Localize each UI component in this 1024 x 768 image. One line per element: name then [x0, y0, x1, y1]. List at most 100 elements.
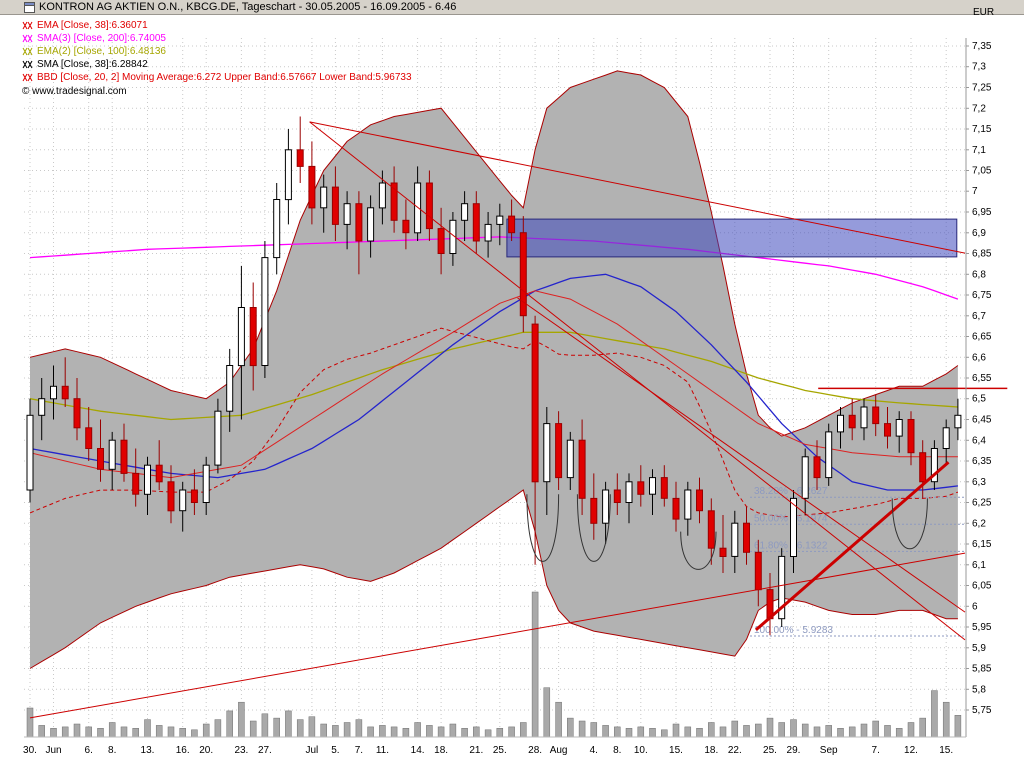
legend-item-ema100[interactable]: EMA(2) [Close, 100]:6.48136 — [22, 45, 412, 58]
legend-item-ema38[interactable]: EMA [Close, 38]:6.36071 — [22, 19, 412, 32]
svg-text:Aug: Aug — [550, 745, 568, 756]
svg-text:16.: 16. — [176, 745, 190, 756]
svg-text:6,65: 6,65 — [972, 332, 992, 343]
svg-text:5,95: 5,95 — [972, 622, 992, 633]
svg-text:7,15: 7,15 — [972, 124, 992, 135]
svg-text:7,2: 7,2 — [972, 103, 986, 114]
trend-lines — [29, 121, 1008, 719]
svg-text:Jul: Jul — [306, 745, 319, 756]
svg-text:10.: 10. — [634, 745, 648, 756]
svg-text:6,2: 6,2 — [972, 518, 986, 529]
svg-text:Sep: Sep — [820, 745, 838, 756]
bollinger-band — [29, 70, 959, 669]
legend-label: EMA(2) [Close, 100]:6.48136 — [37, 46, 166, 57]
svg-text:5,85: 5,85 — [972, 664, 992, 675]
svg-text:6,95: 6,95 — [972, 207, 992, 218]
svg-text:8.: 8. — [613, 745, 621, 756]
svg-text:5,75: 5,75 — [972, 705, 992, 716]
svg-text:5,8: 5,8 — [972, 684, 986, 695]
svg-text:6: 6 — [972, 601, 978, 612]
svg-text:22.: 22. — [728, 745, 742, 756]
svg-text:6,3: 6,3 — [972, 477, 986, 488]
svg-text:25.: 25. — [763, 745, 777, 756]
svg-text:14.: 14. — [411, 745, 425, 756]
svg-text:7.: 7. — [355, 745, 363, 756]
svg-text:6,55: 6,55 — [972, 373, 992, 384]
indicator-icon — [22, 34, 34, 43]
svg-text:6,05: 6,05 — [972, 581, 992, 592]
svg-text:6.: 6. — [85, 745, 93, 756]
y-axis: 7,35 7,3 7,25 7,2 7,15 7,1 7,05 7 6,95 6,9 6,85 6,8… — [24, 38, 992, 738]
window-titlebar: KONTRON AG AKTIEN O.N., KBCG.DE, Tagesch… — [0, 0, 1024, 15]
svg-text:6,1: 6,1 — [972, 560, 986, 571]
svg-text:6,6: 6,6 — [972, 352, 986, 363]
currency-label: EUR — [973, 7, 995, 18]
svg-text:23.: 23. — [234, 745, 248, 756]
svg-text:5,9: 5,9 — [972, 643, 986, 654]
svg-text:6,7: 6,7 — [972, 311, 986, 322]
svg-text:6,85: 6,85 — [972, 249, 992, 260]
window-title: KONTRON AG AKTIEN O.N., KBCG.DE, Tagesch… — [39, 1, 457, 13]
candles-layer — [26, 116, 962, 636]
legend-label: SMA [Close, 38]:6.28842 — [37, 59, 148, 70]
volume-bars — [26, 591, 962, 738]
legend-label: BBD [Close, 20, 2] Moving Average:6.272 … — [37, 72, 412, 83]
legend-item-bbd[interactable]: BBD [Close, 20, 2] Moving Average:6.272 … — [22, 71, 412, 84]
svg-text:7,05: 7,05 — [972, 166, 992, 177]
chart-window-icon — [24, 1, 35, 13]
svg-text:5.: 5. — [331, 745, 339, 756]
svg-text:7,1: 7,1 — [972, 145, 986, 156]
svg-text:4.: 4. — [590, 745, 598, 756]
legend-item-sma38[interactable]: SMA [Close, 38]:6.28842 — [22, 58, 412, 71]
svg-text:21.: 21. — [469, 745, 483, 756]
svg-text:28.: 28. — [528, 745, 542, 756]
svg-text:13.: 13. — [141, 745, 155, 756]
svg-text:7.: 7. — [872, 745, 880, 756]
x-axis: 30. Jun 6. 8. 13. 16. 20. 23. 27. Jul 5. 7. 11. 14. 18… — [23, 745, 953, 756]
svg-text:6,8: 6,8 — [972, 269, 986, 280]
svg-text:20.: 20. — [199, 745, 213, 756]
svg-text:7,35: 7,35 — [972, 41, 992, 52]
annotation-arcs — [526, 494, 928, 570]
svg-text:15.: 15. — [939, 745, 953, 756]
svg-text:6,4: 6,4 — [972, 435, 986, 446]
svg-text:27.: 27. — [258, 745, 272, 756]
svg-text:18.: 18. — [704, 745, 718, 756]
indicator-icon — [22, 73, 34, 82]
svg-text:100.00% - 5.9283: 100.00% - 5.9283 — [754, 625, 833, 636]
sma200-line — [29, 236, 959, 300]
svg-text:8.: 8. — [108, 745, 116, 756]
indicator-legend: EMA [Close, 38]:6.36071 SMA(3) [Close, 2… — [22, 19, 412, 99]
indicator-icon — [22, 21, 34, 30]
svg-text:12.: 12. — [904, 745, 918, 756]
ema38-line — [29, 290, 958, 479]
ma-lines — [29, 236, 959, 518]
copyright-label: © www.tradesignal.com — [22, 86, 127, 97]
indicator-icon — [22, 47, 34, 56]
svg-text:6,25: 6,25 — [972, 498, 992, 509]
legend-item-sma200[interactable]: SMA(3) [Close, 200]:6.74005 — [22, 32, 412, 45]
svg-text:29.: 29. — [787, 745, 801, 756]
svg-text:7,25: 7,25 — [972, 83, 992, 94]
svg-text:15.: 15. — [669, 745, 683, 756]
svg-text:7: 7 — [972, 186, 978, 197]
svg-text:7,3: 7,3 — [972, 62, 986, 73]
svg-text:6,5: 6,5 — [972, 394, 986, 405]
resistance-zone — [506, 218, 958, 258]
svg-text:30.: 30. — [23, 745, 37, 756]
indicator-icon — [22, 60, 34, 69]
svg-text:38.20% - 6.2627: 38.20% - 6.2627 — [754, 486, 828, 497]
svg-text:25.: 25. — [493, 745, 507, 756]
svg-text:6,35: 6,35 — [972, 456, 992, 467]
legend-label: SMA(3) [Close, 200]:6.74005 — [37, 33, 166, 44]
svg-text:6,9: 6,9 — [972, 228, 986, 239]
svg-text:6,45: 6,45 — [972, 415, 992, 426]
svg-text:18.: 18. — [434, 745, 448, 756]
svg-text:Jun: Jun — [45, 745, 61, 756]
svg-text:11.: 11. — [376, 745, 389, 756]
legend-label: EMA [Close, 38]:6.36071 — [37, 20, 148, 31]
svg-text:6,75: 6,75 — [972, 290, 992, 301]
svg-text:6,15: 6,15 — [972, 539, 992, 550]
